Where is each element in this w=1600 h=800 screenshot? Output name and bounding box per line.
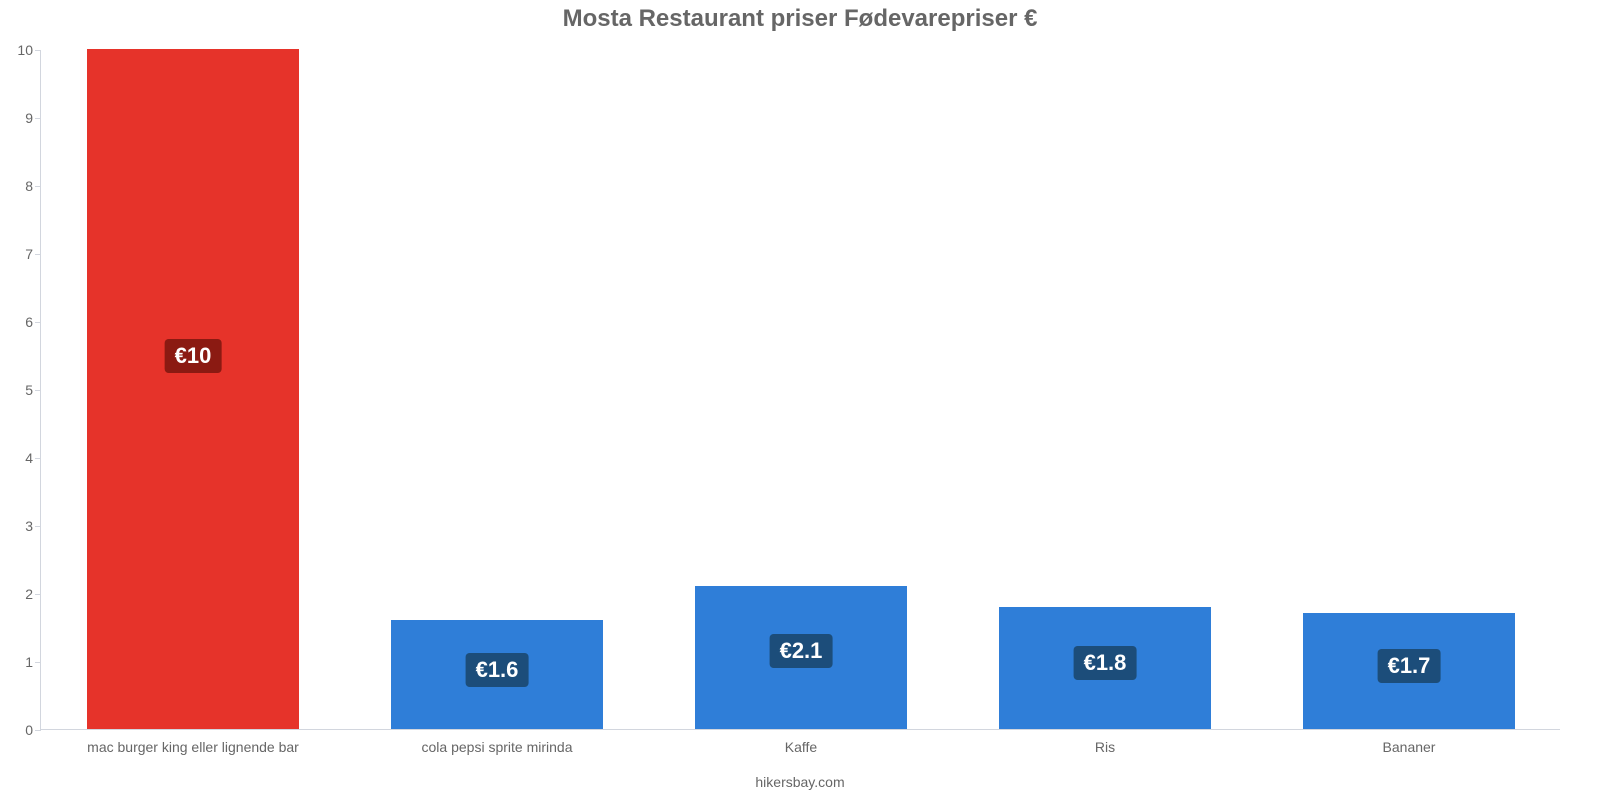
y-tick-mark bbox=[35, 526, 41, 527]
y-tick-mark bbox=[35, 50, 41, 51]
bar-value-label: €1.6 bbox=[466, 653, 529, 687]
bar bbox=[87, 49, 300, 729]
y-tick-mark bbox=[35, 186, 41, 187]
y-tick-mark bbox=[35, 458, 41, 459]
bar-value-label: €1.7 bbox=[1378, 649, 1441, 683]
price-bar-chart: Mosta Restaurant priser Fødevarepriser €… bbox=[0, 0, 1600, 800]
x-category-label: mac burger king eller lignende bar bbox=[87, 729, 299, 755]
y-tick-mark bbox=[35, 118, 41, 119]
chart-credit: hikersbay.com bbox=[0, 774, 1600, 790]
y-tick-mark bbox=[35, 730, 41, 731]
y-tick-mark bbox=[35, 322, 41, 323]
bar-value-label: €2.1 bbox=[770, 634, 833, 668]
y-tick-mark bbox=[35, 390, 41, 391]
bar-value-label: €1.8 bbox=[1074, 646, 1137, 680]
y-tick-mark bbox=[35, 254, 41, 255]
y-tick-mark bbox=[35, 662, 41, 663]
y-tick-mark bbox=[35, 594, 41, 595]
x-category-label: Bananer bbox=[1383, 729, 1436, 755]
plot-area: 012345678910€10mac burger king eller lig… bbox=[40, 50, 1560, 730]
x-category-label: Kaffe bbox=[785, 729, 817, 755]
x-category-label: Ris bbox=[1095, 729, 1115, 755]
bar-value-label: €10 bbox=[165, 339, 222, 373]
chart-title: Mosta Restaurant priser Fødevarepriser € bbox=[0, 5, 1600, 33]
x-category-label: cola pepsi sprite mirinda bbox=[422, 729, 573, 755]
